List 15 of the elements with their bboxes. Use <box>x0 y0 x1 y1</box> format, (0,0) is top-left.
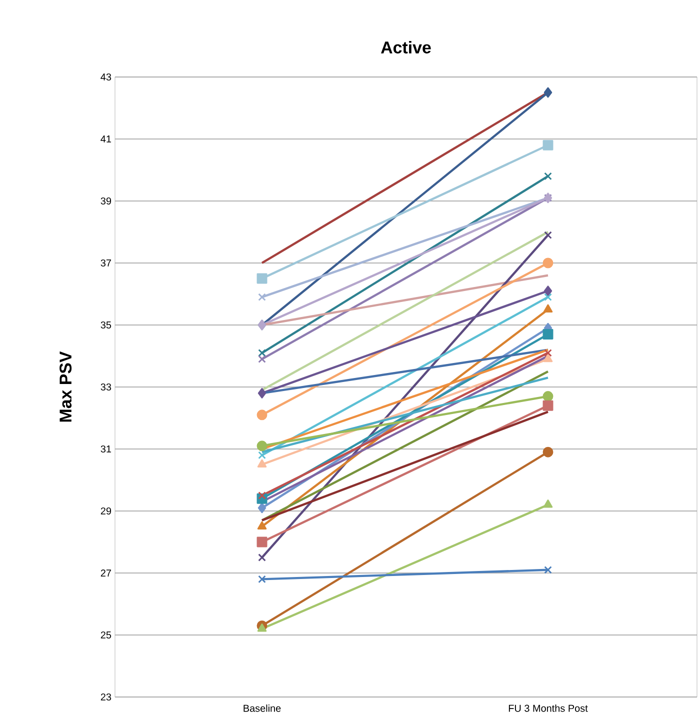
x-tick-label: Baseline <box>244 704 281 712</box>
y-tick-label: 27 <box>100 570 111 576</box>
y-tick-label: 39 <box>100 197 112 205</box>
y-tick-label: 33 <box>100 383 112 391</box>
chart-title: Active <box>381 41 431 54</box>
y-tick-label: 31 <box>100 445 111 453</box>
y-tick-label: 23 <box>100 693 112 701</box>
y-tick-label: 41 <box>100 136 111 142</box>
y-tick-label: 43 <box>100 73 112 81</box>
x-tick-label: FU 3 Months Post <box>508 704 588 712</box>
y-axis-title: Max PSV <box>60 351 72 422</box>
y-tick-label: 35 <box>100 321 112 329</box>
y-tick-label: 25 <box>100 631 112 639</box>
y-tick-label: 37 <box>100 259 111 267</box>
y-tick-label: 29 <box>100 507 112 515</box>
